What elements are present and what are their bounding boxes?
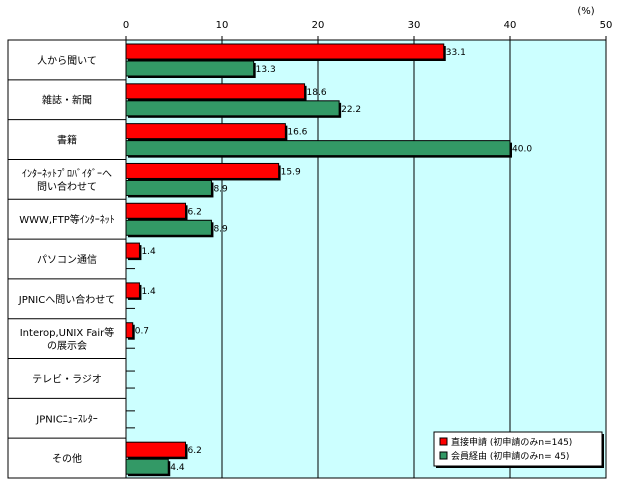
category-label: の展示会: [47, 339, 87, 352]
x-tick-label: 10: [216, 20, 229, 31]
x-tick-label: 20: [312, 20, 325, 31]
bar: [125, 242, 140, 259]
bar: [125, 282, 140, 299]
category-label: ｲﾝﾀｰﾈｯﾄﾌﾟﾛﾊﾞｲﾀﾞｰへ: [22, 168, 112, 180]
legend-swatch: [439, 437, 448, 446]
category-label: WWW,FTP等ｲﾝﾀｰﾈｯﾄ: [19, 213, 115, 226]
category-label: 問い合わせて: [37, 180, 97, 193]
bar: [125, 458, 169, 475]
data-label: 13.3: [256, 65, 276, 75]
data-label: 18.6: [307, 88, 327, 98]
unit-label: (%): [577, 6, 594, 17]
legend-swatch: [439, 451, 448, 460]
data-label: 40.0: [512, 145, 532, 155]
category-label: パソコン通信: [37, 254, 97, 266]
category-label: その他: [52, 452, 82, 465]
data-label: 16.6: [287, 128, 307, 138]
x-tick-label: 0: [123, 20, 129, 31]
bar: [125, 140, 511, 157]
bar: [125, 219, 212, 236]
x-tick-label: 40: [504, 20, 517, 31]
bar: [125, 162, 280, 179]
category-label: 人から聞いて: [37, 55, 97, 67]
data-label: 6.2: [188, 446, 202, 456]
bar: [125, 83, 306, 100]
bar: [125, 123, 286, 140]
x-axis-ticks: 0 10 20 30 40 50: [123, 20, 613, 31]
data-label: 22.2: [341, 105, 361, 115]
data-label: 0.7: [135, 327, 149, 337]
bar: [125, 441, 187, 458]
category-label: 雑誌・新聞: [42, 94, 92, 107]
data-label: 33.1: [446, 48, 466, 58]
bar: [125, 202, 187, 219]
data-label: 1.4: [141, 247, 156, 257]
legend-entry: 直接申請 (初申請のみn=145): [451, 436, 572, 448]
category-label: JPNICﾆｭｰｽﾚﾀｰ: [35, 413, 97, 425]
data-label: 15.9: [281, 167, 301, 177]
bar: [125, 43, 445, 60]
legend-entry: 会員経由 (初申請のみn= 45): [451, 450, 569, 462]
data-label: 6.2: [188, 207, 202, 217]
x-tick-label: 50: [600, 20, 613, 31]
data-label: 8.9: [213, 184, 228, 194]
bar: [125, 179, 212, 196]
category-label: Interop,UNIX Fair等: [20, 326, 115, 339]
category-label: テレビ・ラジオ: [32, 373, 102, 385]
legend: 直接申請 (初申請のみn=145) 会員経由 (初申請のみn= 45): [433, 431, 604, 468]
bar: [125, 322, 134, 339]
data-label: 8.9: [213, 224, 228, 234]
data-label: 4.4: [170, 463, 185, 473]
category-label: JPNICへ問い合わせて: [18, 293, 115, 306]
bars: 33.1 18.6 16.6 15.9 6.2 1.4 1.4 0.7 6.2 13.3 22.2 4…: [125, 43, 532, 477]
x-tick-label: 30: [408, 20, 421, 31]
legend-box: [433, 431, 603, 467]
bar: [125, 100, 340, 117]
category-label: 書籍: [57, 134, 77, 147]
bar: [125, 60, 255, 77]
data-label: 1.4: [141, 287, 156, 297]
